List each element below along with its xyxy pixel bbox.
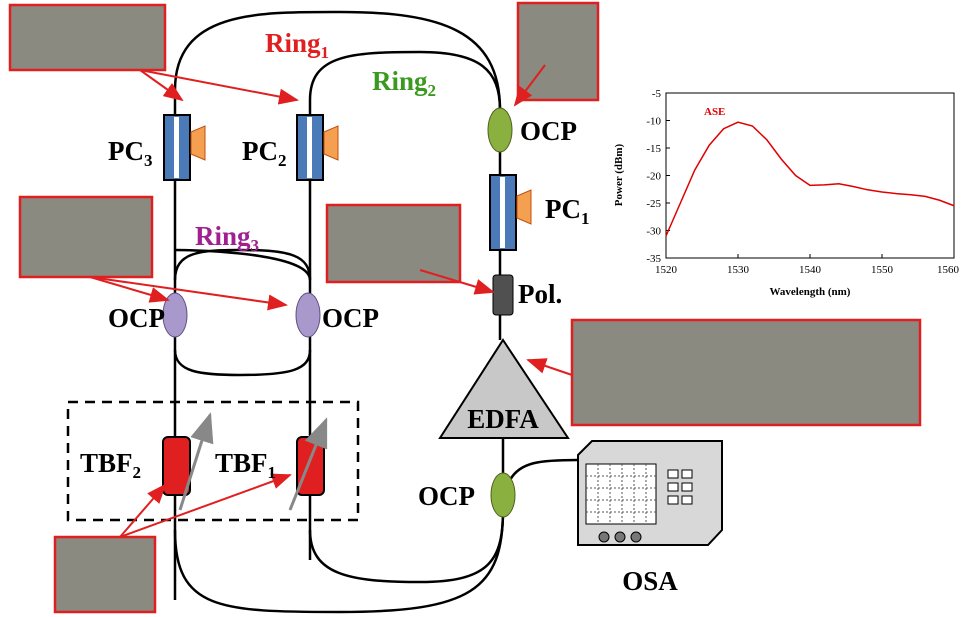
label: PC3 xyxy=(108,136,153,170)
label: PC1 xyxy=(545,194,590,228)
y-tick-label: -30 xyxy=(646,226,661,238)
label: OSA xyxy=(622,566,678,596)
label: OCP xyxy=(520,116,577,146)
label: Ring3 xyxy=(195,221,259,255)
x-tick-label: 1560 xyxy=(937,264,960,276)
label: EDFA xyxy=(467,404,539,434)
diagram: Ring1 Ring2 Ring3 PC3 PC2 PC1 OCP OCP OC… xyxy=(0,0,962,617)
y-tick-label: -25 xyxy=(646,198,661,210)
x-tick-label: 1550 xyxy=(871,264,894,276)
y-tick-label: -20 xyxy=(646,171,661,183)
inset-chart: Wavelength (nm) Power (dBm) 1520 1530 1540… xyxy=(613,88,960,298)
label: OCP xyxy=(418,481,475,511)
label: Ring2 xyxy=(372,66,436,100)
label: TBF2 xyxy=(80,448,141,482)
x-tick-label: 1520 xyxy=(655,264,678,276)
x-tick-label: 1540 xyxy=(799,264,822,276)
label: TBF1 xyxy=(215,448,276,482)
x-axis-label: Wavelength (nm) xyxy=(770,286,851,298)
y-tick-label: -5 xyxy=(652,88,662,100)
y-tick-label: -10 xyxy=(646,116,661,128)
y-tick-label: -35 xyxy=(646,253,661,265)
label: PC2 xyxy=(242,136,287,170)
label: OCP xyxy=(108,303,165,333)
label: OCP xyxy=(322,303,379,333)
y-axis-label: Power (dBm) xyxy=(613,143,625,206)
label: Pol. xyxy=(518,279,562,309)
legend-label: ASE xyxy=(704,106,725,118)
x-tick-label: 1530 xyxy=(727,264,750,276)
label: Ring1 xyxy=(265,28,329,62)
y-tick-label: -15 xyxy=(646,143,661,155)
